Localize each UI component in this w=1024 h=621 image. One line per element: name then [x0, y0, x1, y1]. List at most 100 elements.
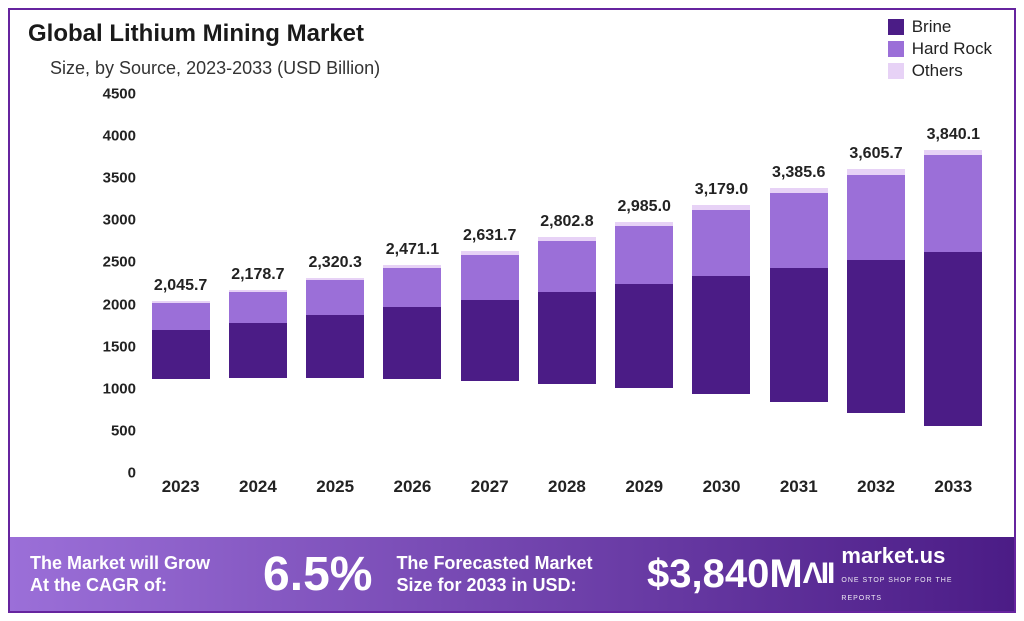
legend-label: Others — [912, 60, 963, 82]
x-tick-label: 2029 — [606, 473, 683, 501]
bar-segment — [152, 330, 210, 379]
bar-total-label: 2,631.7 — [463, 227, 516, 245]
bar-segment — [615, 284, 673, 389]
bar-segment — [770, 193, 828, 268]
legend-item: Brine — [888, 16, 992, 38]
forecast-caption-l2: Size for 2033 in USD: — [396, 574, 641, 596]
y-tick-label: 2500 — [82, 254, 136, 271]
y-tick-label: 4000 — [82, 128, 136, 145]
bar-stack — [306, 278, 364, 473]
cagr-caption: The Market will Grow At the CAGR of: — [30, 552, 255, 596]
forecast-caption-l1: The Forecasted Market — [396, 552, 641, 574]
chart-subtitle: Size, by Source, 2023-2033 (USD Billion) — [50, 58, 380, 79]
bar-total-label: 2,802.8 — [540, 213, 593, 231]
y-tick-label: 3000 — [82, 212, 136, 229]
bar-segment — [383, 307, 441, 379]
bar-segment — [229, 323, 287, 379]
bar-total-label: 2,045.7 — [154, 277, 207, 295]
forecast-value: $3,840M — [647, 552, 803, 597]
bar-segment — [847, 175, 905, 260]
bar-stack — [461, 251, 519, 473]
x-tick-label: 2024 — [219, 473, 296, 501]
bar-segment — [538, 241, 596, 292]
legend-swatch — [888, 41, 904, 57]
bar-segment — [770, 268, 828, 402]
x-tick-label: 2030 — [683, 473, 760, 501]
bar-stack — [538, 237, 596, 473]
bar-total-label: 3,179.0 — [695, 181, 748, 199]
x-tick-label: 2027 — [451, 473, 528, 501]
bar-segment — [461, 300, 519, 381]
x-axis-labels: 2023202420252026202720282029203020312032… — [142, 473, 992, 501]
bar-column: 3,179.0 — [683, 94, 760, 473]
bar-segment — [461, 255, 519, 300]
bar-stack — [229, 290, 287, 473]
bar-segment — [306, 280, 364, 315]
x-tick-label: 2025 — [297, 473, 374, 501]
bar-column: 2,471.1 — [374, 94, 451, 473]
y-tick-label: 500 — [82, 422, 136, 439]
bar-stack — [615, 222, 673, 473]
y-tick-label: 3500 — [82, 170, 136, 187]
bar-segment — [383, 268, 441, 308]
bar-stack — [847, 169, 905, 473]
y-tick-label: 1000 — [82, 380, 136, 397]
bar-segment — [152, 303, 210, 330]
chart-title: Global Lithium Mining Market — [28, 20, 364, 48]
bars-container: 2,045.7 2,178.7 2,320.3 2,471.1 2,631.7 2,802… — [142, 94, 992, 473]
x-tick-label: 2032 — [837, 473, 914, 501]
legend-label: Hard Rock — [912, 38, 992, 60]
forecast-caption: The Forecasted Market Size for 2033 in U… — [396, 552, 641, 596]
bar-column: 2,178.7 — [219, 94, 296, 473]
brand-block: ɅII market.us ONE STOP SHOP FOR THE REPO… — [803, 543, 992, 605]
y-axis: 050010001500200025003000350040004500 — [82, 94, 142, 473]
bar-stack — [924, 150, 982, 473]
bar-total-label: 2,471.1 — [386, 241, 439, 259]
cagr-caption-l2: At the CAGR of: — [30, 574, 255, 596]
brand-tagline: ONE STOP SHOP FOR THE REPORTS — [841, 577, 952, 602]
x-tick-label: 2028 — [528, 473, 605, 501]
x-tick-label: 2031 — [760, 473, 837, 501]
chart-area: 2,045.7 2,178.7 2,320.3 2,471.1 2,631.7 2,802… — [142, 94, 992, 473]
bar-total-label: 3,840.1 — [927, 126, 980, 144]
bar-column: 3,605.7 — [837, 94, 914, 473]
bar-segment — [847, 260, 905, 413]
y-tick-label: 1500 — [82, 338, 136, 355]
bar-column: 2,045.7 — [142, 94, 219, 473]
bar-stack — [692, 205, 750, 473]
legend-swatch — [888, 63, 904, 79]
x-tick-label: 2033 — [915, 473, 992, 501]
bar-column: 2,802.8 — [528, 94, 605, 473]
bar-segment — [615, 226, 673, 284]
bar-segment — [538, 292, 596, 384]
y-tick-label: 0 — [82, 465, 136, 482]
bar-column: 2,985.0 — [606, 94, 683, 473]
bar-total-label: 2,320.3 — [308, 254, 361, 272]
bar-total-label: 2,985.0 — [618, 198, 671, 216]
bar-segment — [229, 292, 287, 323]
bar-column: 2,631.7 — [451, 94, 528, 473]
bar-segment — [924, 252, 982, 425]
footer-banner: The Market will Grow At the CAGR of: 6.5… — [10, 537, 1014, 611]
bar-segment — [924, 155, 982, 252]
chart-card: Global Lithium Mining Market Size, by So… — [8, 8, 1016, 613]
brand-name: market.us — [841, 543, 945, 568]
bar-segment — [306, 315, 364, 378]
bar-total-label: 3,605.7 — [849, 145, 902, 163]
legend-item: Hard Rock — [888, 38, 992, 60]
bar-segment — [692, 276, 750, 394]
y-tick-label: 4500 — [82, 86, 136, 103]
cagr-caption-l1: The Market will Grow — [30, 552, 255, 574]
bar-segment — [692, 210, 750, 276]
bar-column: 3,840.1 — [915, 94, 992, 473]
x-tick-label: 2026 — [374, 473, 451, 501]
legend-swatch — [888, 19, 904, 35]
bar-column: 2,320.3 — [297, 94, 374, 473]
legend-item: Others — [888, 60, 992, 82]
plot-area: 050010001500200025003000350040004500 2,0… — [82, 94, 992, 501]
x-tick-label: 2023 — [142, 473, 219, 501]
bar-total-label: 2,178.7 — [231, 266, 284, 284]
cagr-value: 6.5% — [263, 547, 372, 602]
legend: BrineHard RockOthers — [888, 16, 992, 82]
bar-stack — [383, 265, 441, 473]
